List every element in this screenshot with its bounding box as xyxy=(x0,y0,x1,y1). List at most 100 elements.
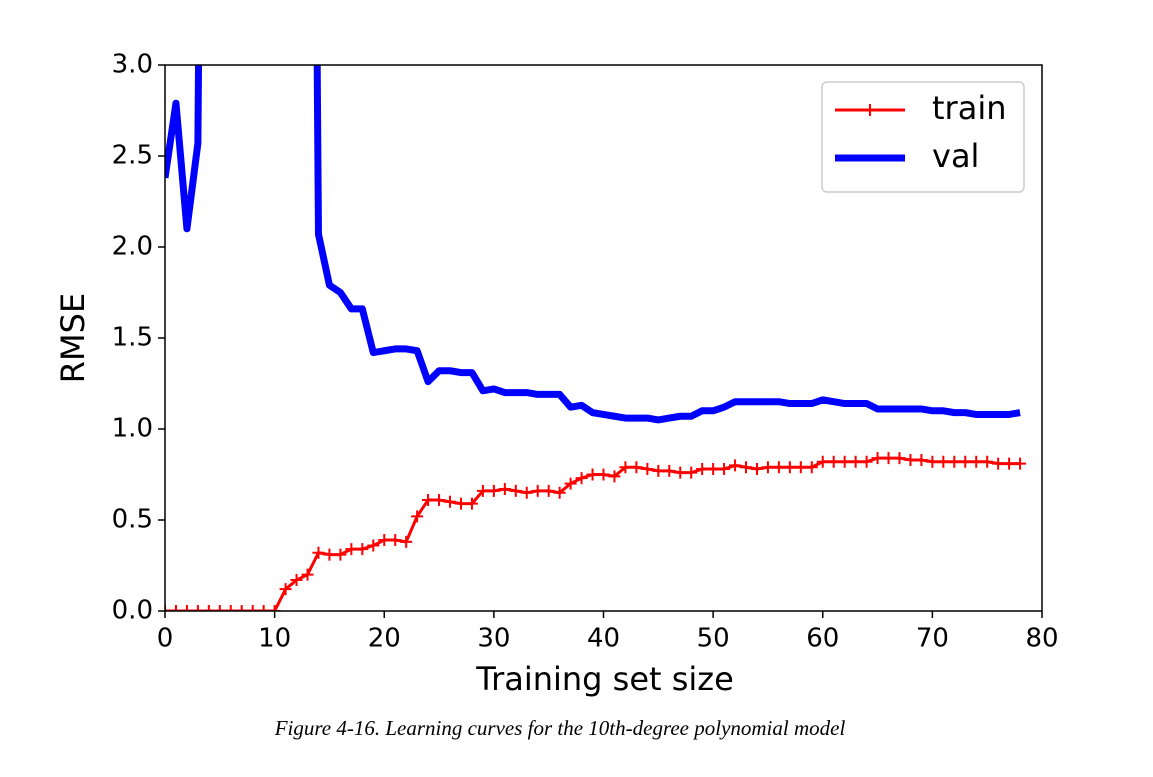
marker xyxy=(882,452,895,465)
marker xyxy=(740,461,753,474)
marker xyxy=(827,455,840,468)
marker xyxy=(257,605,270,611)
marker xyxy=(849,455,862,468)
x-tick-label: 50 xyxy=(697,624,730,654)
marker xyxy=(465,497,478,510)
marker xyxy=(992,457,1005,470)
marker xyxy=(860,455,873,468)
marker xyxy=(948,455,961,468)
marker xyxy=(454,497,467,510)
x-axis-label: Training set size xyxy=(475,660,734,698)
marker xyxy=(487,484,500,497)
x-tick-label: 70 xyxy=(916,624,949,654)
legend: train val xyxy=(821,81,1025,193)
y-axis-label: RMSE xyxy=(54,293,92,383)
y-tick-label: 3.0 xyxy=(112,50,153,80)
marker xyxy=(356,543,369,556)
marker xyxy=(498,483,511,496)
marker xyxy=(718,463,731,476)
marker xyxy=(685,466,698,479)
x-tick-label: 40 xyxy=(587,624,620,654)
marker xyxy=(290,574,303,587)
marker xyxy=(564,477,577,490)
marker xyxy=(553,486,566,499)
marker xyxy=(400,535,413,548)
marker xyxy=(816,455,829,468)
marker xyxy=(783,461,796,474)
legend-label: train xyxy=(932,89,1006,127)
marker xyxy=(312,546,325,559)
marker xyxy=(520,486,533,499)
plot-frame xyxy=(164,64,1043,612)
marker xyxy=(202,605,215,611)
marker xyxy=(937,455,950,468)
marker xyxy=(674,466,687,479)
x-tick-label: 0 xyxy=(157,624,174,654)
marker xyxy=(542,484,555,497)
marker xyxy=(279,583,292,596)
marker xyxy=(871,452,884,465)
marker xyxy=(345,543,358,556)
marker xyxy=(246,605,259,611)
marker xyxy=(411,510,424,523)
x-tick-label: 30 xyxy=(477,624,510,654)
x-tick-label: 10 xyxy=(258,624,291,654)
marker xyxy=(389,534,402,547)
marker xyxy=(597,468,610,481)
marker xyxy=(476,484,489,497)
marker xyxy=(213,605,226,611)
marker xyxy=(235,605,248,611)
marker xyxy=(707,463,720,476)
marker xyxy=(915,453,928,466)
marker xyxy=(180,605,193,611)
marker xyxy=(696,463,709,476)
marker xyxy=(641,463,654,476)
marker xyxy=(761,461,774,474)
marker xyxy=(444,495,457,508)
legend-marker xyxy=(864,104,876,116)
y-tick-label: 0.5 xyxy=(112,505,153,535)
marker xyxy=(169,605,182,611)
marker xyxy=(575,472,588,485)
marker xyxy=(794,461,807,474)
y-tick-label: 1.5 xyxy=(112,323,153,353)
y-tick-label: 1.0 xyxy=(112,414,153,444)
series-line xyxy=(165,65,1021,424)
legend-label: val xyxy=(932,137,979,175)
marker xyxy=(981,455,994,468)
marker xyxy=(334,548,347,561)
marker xyxy=(926,455,939,468)
marker xyxy=(772,461,785,474)
marker xyxy=(1014,457,1027,470)
marker xyxy=(531,484,544,497)
y-tick-label: 2.5 xyxy=(112,141,153,171)
marker xyxy=(838,455,851,468)
caption: Figure 4-16. Learning curves for the 10t… xyxy=(274,716,846,740)
marker xyxy=(191,605,204,611)
marker xyxy=(904,453,917,466)
marker xyxy=(1003,457,1016,470)
marker xyxy=(729,459,742,472)
x-tick-label: 80 xyxy=(1025,624,1058,654)
marker xyxy=(652,464,665,477)
marker xyxy=(224,605,237,611)
y-tick-label: 2.0 xyxy=(112,232,153,262)
marker xyxy=(367,539,380,552)
plot-area xyxy=(165,65,1027,611)
marker xyxy=(323,548,336,561)
x-tick-label: 20 xyxy=(368,624,401,654)
marker xyxy=(301,568,314,581)
x-tick-label: 60 xyxy=(806,624,839,654)
marker xyxy=(663,464,676,477)
marker xyxy=(586,468,599,481)
marker xyxy=(805,461,818,474)
marker xyxy=(509,484,522,497)
marker xyxy=(608,470,621,483)
marker xyxy=(630,461,643,474)
marker xyxy=(378,534,391,547)
marker xyxy=(750,463,763,476)
marker xyxy=(893,452,906,465)
marker xyxy=(422,493,435,506)
marker xyxy=(619,461,632,474)
